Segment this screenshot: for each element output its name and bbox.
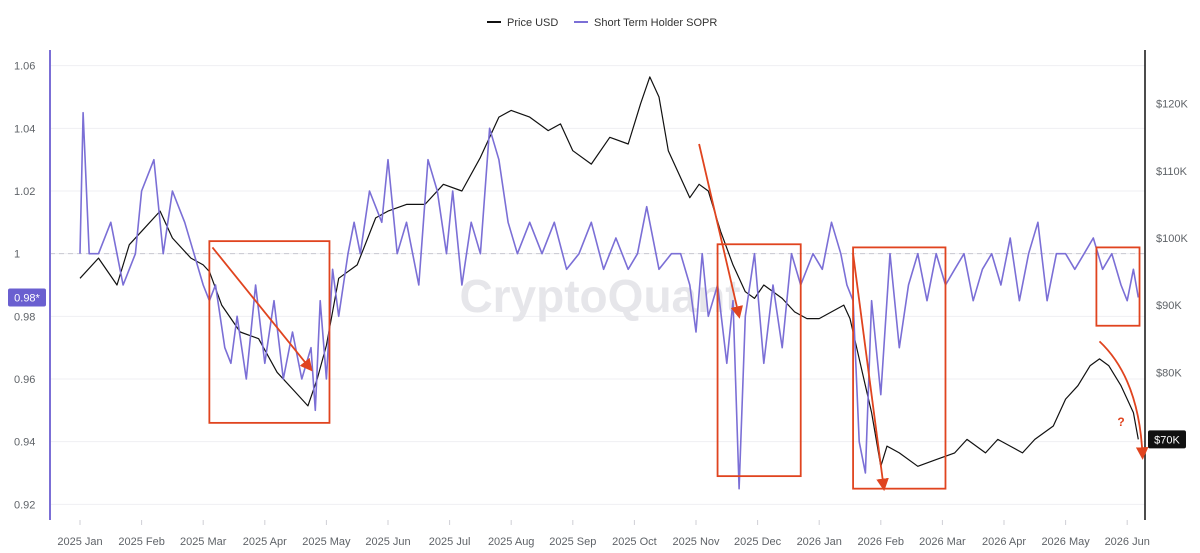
legend-item-sopr[interactable]: Short Term Holder SOPR (594, 17, 717, 29)
axes-layer: 1.06 1.04 1.02 1 0.98 0.96 0.94 0.92 $120K $110K $… (14, 50, 1188, 548)
y-left-tick-label: 0.98 (14, 311, 35, 323)
current-price-badge (1148, 430, 1186, 449)
x-tick-label: 2025 Mar (180, 536, 227, 548)
annotation-arrow (852, 253, 889, 492)
x-tick-label: 2025 Apr (243, 536, 287, 548)
x-tick-label: 2025 Jun (365, 536, 410, 548)
grid-layer (50, 65, 1145, 505)
annotation-curved-arrow (1098, 340, 1149, 460)
x-tick-label: 2025 Aug (488, 536, 535, 548)
annotation-question-mark: ? (1117, 415, 1124, 429)
annotation-arrow (698, 143, 743, 319)
x-tick-label: 2025 Sep (549, 536, 596, 548)
y-right-tick-label: $90K (1156, 300, 1182, 312)
x-tick-label: 2025 Dec (734, 536, 782, 548)
annotation-layer: ? (208, 143, 1149, 492)
x-tick-label: 2025 Jan (57, 536, 102, 548)
y-left-tick-label: 1 (14, 249, 20, 261)
x-tick-label: 2025 Feb (118, 536, 164, 548)
annotation-box (716, 243, 802, 478)
y-left-tick-label: 1.02 (14, 186, 35, 198)
series-line-price-usd (79, 76, 1139, 467)
current-sopr-badge (8, 288, 46, 307)
annotation-box (208, 240, 331, 424)
x-tick-label: 2025 Nov (672, 536, 720, 548)
y-left-tick-label: 0.94 (14, 437, 35, 449)
legend[interactable]: Price USD Short Term Holder SOPR (487, 17, 717, 29)
badge-layer: 0.98* $70K (8, 288, 1186, 449)
x-tick-label: 2025 Jul (429, 536, 471, 548)
y-left-tick-label: 0.92 (14, 499, 35, 511)
series-layer (79, 76, 1140, 490)
y-right-tick-label: $80K (1156, 367, 1182, 379)
annotation-arrow (211, 246, 313, 372)
annotation-box (852, 246, 947, 490)
x-tick-label: 2026 Apr (982, 536, 1026, 548)
y-right-tick-label: $120K (1156, 99, 1188, 111)
x-tick-label: 2026 Mar (919, 536, 966, 548)
current-sopr-badge-label: 0.98* (14, 293, 40, 305)
x-tick-label: 2025 May (302, 536, 351, 548)
legend-item-price[interactable]: Price USD (507, 17, 558, 29)
y-right-tick-label: $110K (1156, 166, 1188, 178)
y-right-tick-label: $100K (1156, 233, 1188, 245)
y-left-tick-label: 0.96 (14, 374, 35, 386)
x-tick-label: 2026 May (1041, 536, 1090, 548)
x-tick-label: 2026 Jun (1105, 536, 1150, 548)
x-tick-label: 2026 Jan (797, 536, 842, 548)
annotation-box (1095, 246, 1141, 327)
x-tick-label: 2026 Feb (858, 536, 904, 548)
current-price-badge-label: $70K (1154, 434, 1180, 446)
y-left-tick-label: 1.04 (14, 123, 35, 135)
x-tick-label: 2025 Oct (612, 536, 657, 548)
series-line-sth-sopr (79, 111, 1140, 490)
y-left-tick-label: 1.06 (14, 61, 35, 73)
